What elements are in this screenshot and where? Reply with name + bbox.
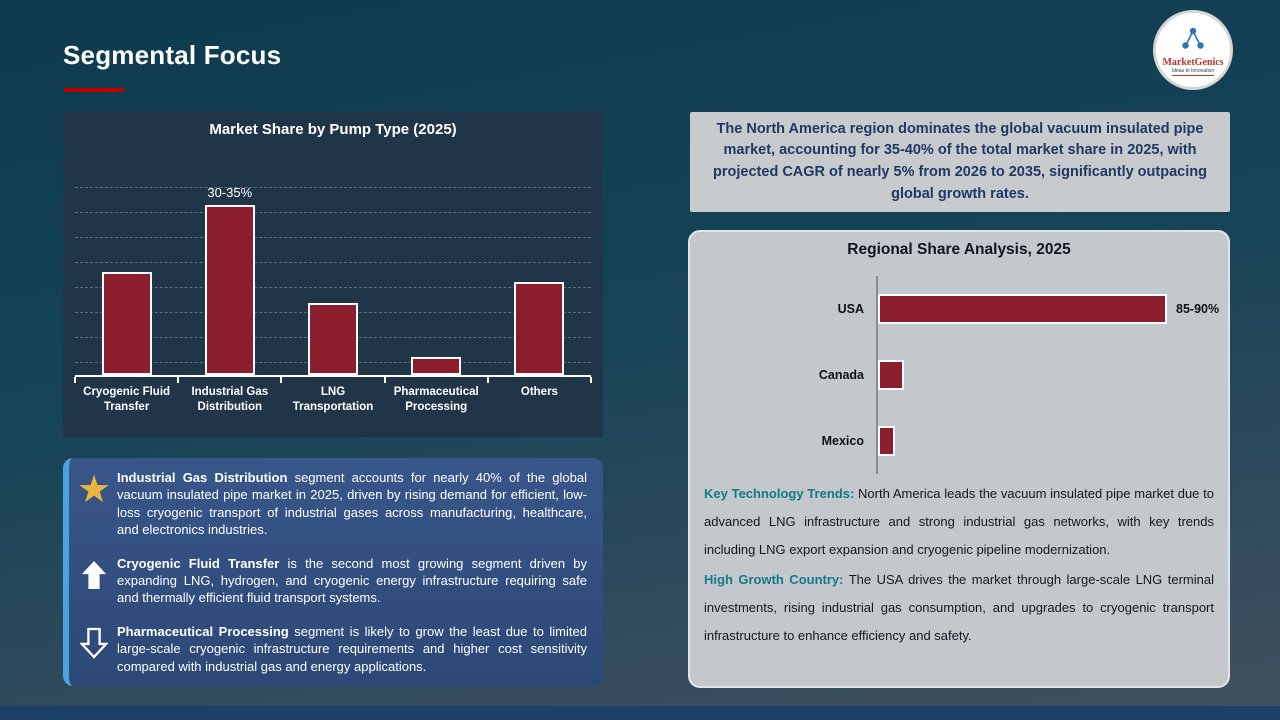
marketgenics-logo: MarketGenics Ideas to Innovation — [1153, 10, 1233, 90]
paragraph-lead: Key Technology Trends: — [704, 486, 855, 501]
region-bar — [878, 294, 1167, 324]
regional-text-block: Key Technology Trends: North America lea… — [704, 480, 1214, 652]
paragraph-lead: High Growth Country: — [704, 572, 844, 587]
region-row: Canada — [704, 342, 1214, 408]
pump-chart-title: Market Share by Pump Type (2025) — [209, 121, 457, 138]
pump-bar-slot — [385, 337, 488, 375]
pump-type-chart-panel: Market Share by Pump Type (2025) 30-35% … — [63, 112, 603, 437]
down-arrow-icon — [71, 623, 117, 659]
axis-tick — [74, 377, 76, 383]
insight-body: is the second most growing segment drive… — [117, 555, 587, 606]
insight-text: Pharmaceutical Processing segment is lik… — [117, 623, 593, 675]
region-label: Mexico — [821, 434, 864, 448]
pump-bar — [411, 357, 462, 375]
gridline — [75, 212, 591, 213]
north-america-highlight-text: The North America region dominates the g… — [713, 120, 1207, 202]
pump-bar — [101, 272, 152, 375]
logo-tagline: Ideas to Innovation — [1171, 67, 1215, 76]
gridline — [75, 262, 591, 263]
axis-tick — [486, 377, 489, 383]
bottom-accent-bar — [0, 706, 1280, 720]
insight-text: Cryogenic Fluid Transfer is the second m… — [117, 555, 593, 607]
pump-category-label: LNG Transportation — [292, 386, 374, 413]
pump-category-label: Pharmaceutical Processing — [393, 386, 479, 413]
region-bar-datalabel: 85-90% — [1176, 302, 1220, 316]
paragraph-body: The USA drives the market through large-… — [704, 572, 1214, 643]
regional-chart: USA 85-90% Canada Mexico — [704, 276, 1219, 474]
regional-share-panel: Regional Share Analysis, 2025 USA 85-90%… — [688, 230, 1230, 688]
north-america-highlight-box: The North America region dominates the g… — [690, 112, 1230, 212]
region-bar-area — [876, 426, 1214, 456]
region-bar — [878, 426, 895, 456]
insight-lead: Pharmaceutical Processing — [117, 623, 289, 639]
pump-chart-axis — [74, 375, 592, 383]
segment-insights-panel: ★ Industrial Gas Distribution segment ac… — [63, 458, 603, 686]
star-icon: ★ — [76, 469, 112, 511]
pump-bar-slot — [75, 252, 178, 375]
pump-bar-datalabel: 30-35% — [207, 185, 253, 200]
region-label: USA — [837, 302, 864, 316]
up-arrow-icon — [71, 555, 117, 591]
gridline — [75, 287, 591, 288]
regional-paragraph: High Growth Country: The USA drives the … — [704, 566, 1214, 650]
regional-paragraph: Key Technology Trends: North America lea… — [704, 480, 1214, 564]
region-bar — [878, 360, 904, 390]
pump-bar — [514, 282, 565, 375]
gridline — [75, 237, 591, 238]
logo-brand: MarketGenics — [1162, 56, 1224, 68]
pump-bar-slot: 30-35% — [178, 185, 281, 375]
axis-tick — [177, 377, 180, 383]
insight-lead: Cryogenic Fluid Transfer — [117, 555, 280, 571]
pump-category-label: Others — [520, 386, 558, 398]
region-label: Canada — [818, 368, 864, 382]
region-row: USA 85-90% — [704, 276, 1219, 342]
insight-lead: Industrial Gas Distribution — [117, 470, 288, 485]
pump-bar — [204, 205, 255, 375]
insight-item: ★ Industrial Gas Distribution segment ac… — [71, 469, 593, 539]
page-title: Segmental Focus — [63, 40, 282, 70]
region-bar-area: 85-90% — [876, 294, 1219, 324]
gridline — [75, 187, 591, 188]
pump-bar-slot — [488, 262, 591, 375]
insight-item: Cryogenic Fluid Transfer is the second m… — [71, 555, 593, 607]
molecule-icon — [1178, 25, 1208, 56]
pump-bar-slot — [281, 283, 384, 375]
pump-category-label: Industrial Gas Distribution — [191, 386, 269, 413]
axis-tick — [383, 377, 386, 383]
title-underline — [64, 88, 124, 92]
regional-chart-title: Regional Share Analysis, 2025 — [847, 241, 1071, 258]
axis-tick — [590, 377, 592, 383]
region-row: Mexico — [704, 408, 1214, 474]
regional-chart-axis — [876, 276, 878, 474]
pump-chart-plot: 30-35% — [75, 160, 591, 375]
insight-body: segment is likely to grow the least due … — [117, 623, 587, 674]
axis-tick — [280, 377, 283, 383]
insight-body: segment accounts for nearly 40% of the g… — [117, 470, 587, 538]
pump-chart-categories: Cryogenic Fluid Transfer Industrial Gas … — [75, 383, 591, 429]
insight-item: Pharmaceutical Processing segment is lik… — [71, 623, 593, 675]
pump-bar — [308, 303, 358, 375]
insight-text: Industrial Gas Distribution segment acco… — [117, 469, 593, 539]
paragraph-body: North America leads the vacuum insulated… — [704, 486, 1214, 557]
region-bar-area — [876, 360, 1214, 390]
pump-category-label: Cryogenic Fluid Transfer — [83, 386, 171, 413]
